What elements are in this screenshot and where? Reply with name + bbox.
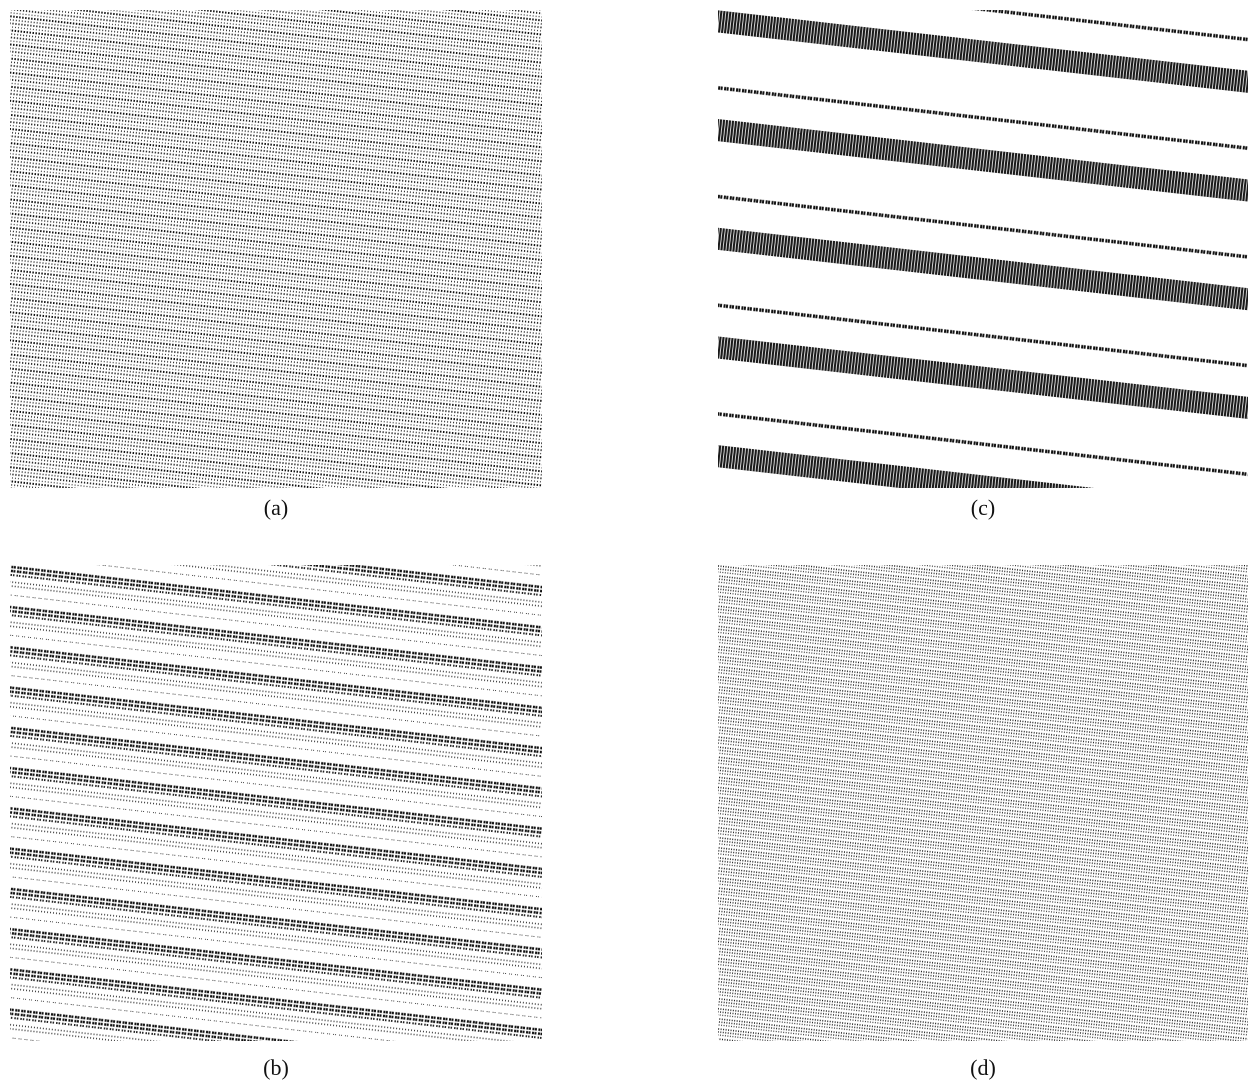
panel-caption: (d) xyxy=(970,1055,996,1080)
panel-a-image xyxy=(10,10,542,488)
panel-caption: (a) xyxy=(264,495,288,520)
panel-b-image xyxy=(10,565,542,1041)
figure: (a) (c) (b) (d) xyxy=(0,0,1249,1082)
panel-caption: (b) xyxy=(263,1055,289,1080)
panel-caption: (c) xyxy=(971,495,995,520)
page: (a) (c) (b) (d) (() => { const data = JS… xyxy=(0,0,1249,1082)
panel-c-image xyxy=(718,10,1248,488)
panel-d-image xyxy=(718,565,1248,1041)
